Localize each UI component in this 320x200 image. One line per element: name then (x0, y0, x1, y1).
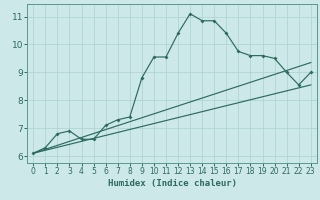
X-axis label: Humidex (Indice chaleur): Humidex (Indice chaleur) (108, 179, 236, 188)
